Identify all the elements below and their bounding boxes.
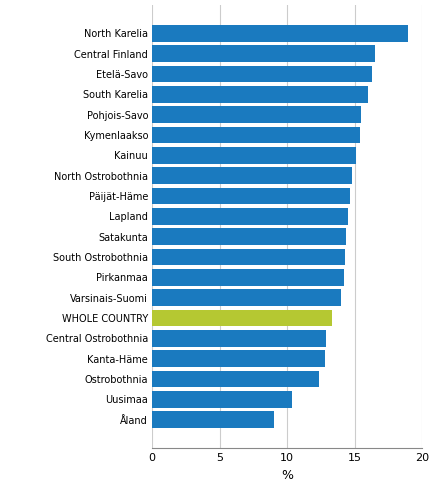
Bar bbox=[152, 107, 360, 123]
Bar bbox=[152, 412, 273, 428]
Bar bbox=[152, 249, 344, 266]
Bar bbox=[152, 391, 292, 408]
Bar bbox=[152, 45, 374, 62]
Bar bbox=[152, 289, 340, 306]
Bar bbox=[152, 228, 345, 245]
Bar bbox=[152, 350, 324, 367]
Bar bbox=[152, 25, 408, 41]
Bar bbox=[152, 208, 347, 225]
Bar bbox=[152, 330, 326, 347]
Bar bbox=[152, 86, 367, 103]
Bar bbox=[152, 371, 319, 388]
Bar bbox=[152, 127, 359, 143]
Bar bbox=[152, 269, 343, 286]
X-axis label: %: % bbox=[280, 469, 293, 482]
Bar bbox=[152, 66, 371, 82]
Bar bbox=[152, 310, 331, 326]
Bar bbox=[152, 187, 350, 204]
Bar bbox=[152, 167, 351, 184]
Bar bbox=[152, 147, 355, 164]
